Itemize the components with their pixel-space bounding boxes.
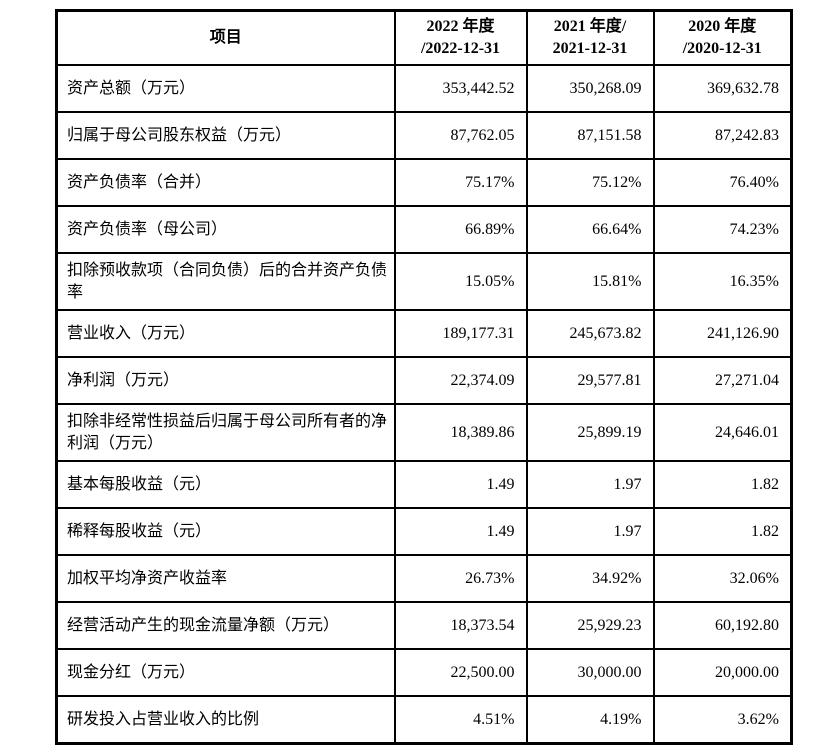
value-2022: 1.49 (393, 460, 528, 510)
value-2022: 353,442.52 (393, 64, 528, 113)
value-2021: 25,929.23 (525, 601, 655, 651)
row-label: 现金分红（万元） (55, 648, 396, 698)
header-2022: 2022 年度 /2022-12-31 (393, 9, 528, 66)
header-2020-line1: 2020 年度 (688, 18, 757, 36)
value-2022: 22,374.09 (393, 356, 528, 406)
header-2021-line2: 2021-12-31 (552, 40, 628, 57)
value-2020: 369,632.78 (652, 64, 793, 113)
value-2021: 75.12% (525, 158, 655, 207)
row-label: 资产负债率（母公司） (55, 205, 396, 254)
row-label: 扣除非经常性损益后归属于母公司所有者的净利润（万元） (55, 403, 396, 463)
value-2022: 22,500.00 (393, 648, 528, 698)
row-label: 经营活动产生的现金流量净额（万元） (55, 601, 396, 651)
value-2020: 1.82 (652, 507, 793, 557)
value-2022: 4.51% (393, 695, 528, 745)
value-2022: 75.17% (393, 158, 528, 207)
value-2022: 66.89% (393, 205, 528, 254)
header-2021: 2021 年度/ 2021-12-31 (525, 9, 655, 66)
value-2021: 1.97 (525, 507, 655, 557)
row-label: 资产总额（万元） (55, 64, 396, 113)
value-2020: 60,192.80 (652, 601, 793, 651)
value-2020: 27,271.04 (652, 356, 793, 406)
row-label: 营业收入（万元） (55, 309, 396, 359)
value-2022: 87,762.05 (393, 111, 528, 160)
table-row: 资产总额（万元） 353,442.52 350,268.09 369,632.7… (55, 64, 793, 113)
table-row: 归属于母公司股东权益（万元） 87,762.05 87,151.58 87,24… (55, 111, 793, 160)
value-2021: 15.81% (525, 251, 655, 312)
value-2020: 87,242.83 (652, 111, 793, 160)
value-2021: 25,899.19 (525, 403, 655, 463)
row-label: 稀释每股收益（元） (55, 507, 396, 557)
value-2020: 16.35% (652, 251, 793, 312)
value-2020: 241,126.90 (652, 309, 793, 359)
row-label: 加权平均净资产收益率 (55, 554, 396, 604)
row-label: 净利润（万元） (55, 356, 396, 406)
value-2022: 189,177.31 (393, 309, 528, 359)
table-row: 营业收入（万元） 189,177.31 245,673.82 241,126.9… (55, 309, 793, 359)
table-row: 资产负债率（母公司） 66.89% 66.64% 74.23% (55, 205, 793, 254)
value-2022: 1.49 (393, 507, 528, 557)
value-2021: 29,577.81 (525, 356, 655, 406)
value-2021: 66.64% (525, 205, 655, 254)
table-row: 加权平均净资产收益率 26.73% 34.92% 32.06% (55, 554, 793, 604)
table-row: 研发投入占营业收入的比例 4.51% 4.19% 3.62% (55, 695, 793, 745)
header-2020-line2: /2020-12-31 (682, 40, 762, 57)
header-row: 项目 2022 年度 /2022-12-31 2021 年度/ 2021-12-… (55, 9, 793, 66)
value-2021: 350,268.09 (525, 64, 655, 113)
value-2020: 32.06% (652, 554, 793, 604)
header-item-label: 项目 (209, 29, 242, 47)
value-2021: 1.97 (525, 460, 655, 510)
table-row: 扣除非经常性损益后归属于母公司所有者的净利润（万元） 18,389.86 25,… (55, 403, 793, 463)
value-2022: 15.05% (393, 251, 528, 312)
value-2021: 245,673.82 (525, 309, 655, 359)
header-2020: 2020 年度 /2020-12-31 (652, 9, 793, 66)
value-2020: 20,000.00 (652, 648, 793, 698)
value-2021: 4.19% (525, 695, 655, 745)
table-row: 稀释每股收益（元） 1.49 1.97 1.82 (55, 507, 793, 557)
table-row: 现金分红（万元） 22,500.00 30,000.00 20,000.00 (55, 648, 793, 698)
value-2020: 3.62% (652, 695, 793, 745)
header-2022-line1: 2022 年度 (426, 18, 495, 36)
row-label: 基本每股收益（元） (55, 460, 396, 510)
table-row: 基本每股收益（元） 1.49 1.97 1.82 (55, 460, 793, 510)
row-label: 研发投入占营业收入的比例 (55, 695, 396, 745)
value-2022: 18,373.54 (393, 601, 528, 651)
header-2021-line1: 2021 年度/ (553, 18, 627, 36)
value-2020: 24,646.01 (652, 403, 793, 463)
row-label: 归属于母公司股东权益（万元） (55, 111, 396, 160)
value-2021: 87,151.58 (525, 111, 655, 160)
value-2021: 30,000.00 (525, 648, 655, 698)
header-2022-line2: /2022-12-31 (420, 40, 501, 57)
row-label: 资产负债率（合并） (55, 158, 396, 207)
table-row: 经营活动产生的现金流量净额（万元） 18,373.54 25,929.23 60… (55, 601, 793, 651)
value-2020: 76.40% (652, 158, 793, 207)
value-2020: 1.82 (652, 460, 793, 510)
value-2022: 26.73% (393, 554, 528, 604)
table-row: 净利润（万元） 22,374.09 29,577.81 27,271.04 (55, 356, 793, 406)
value-2022: 18,389.86 (393, 403, 528, 463)
table-row: 资产负债率（合并） 75.17% 75.12% 76.40% (55, 158, 793, 207)
financial-indicators-table: 项目 2022 年度 /2022-12-31 2021 年度/ 2021-12-… (55, 9, 793, 745)
header-item: 项目 (55, 9, 396, 66)
value-2020: 74.23% (652, 205, 793, 254)
row-label: 扣除预收款项（合同负债）后的合并资产负债率 (55, 251, 396, 312)
table-row: 扣除预收款项（合同负债）后的合并资产负债率 15.05% 15.81% 16.3… (55, 251, 793, 312)
value-2021: 34.92% (525, 554, 655, 604)
